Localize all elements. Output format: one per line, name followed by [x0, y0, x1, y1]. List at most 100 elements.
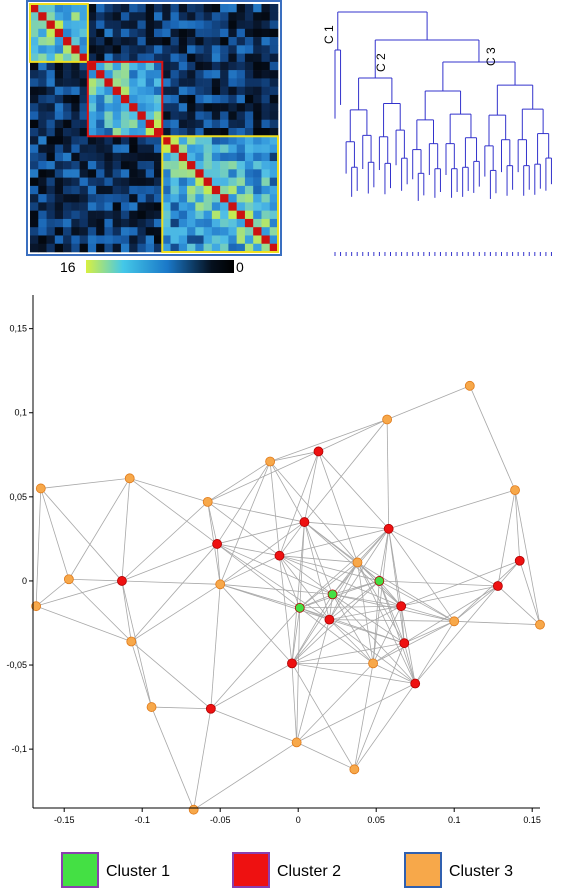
- heatmap-cell: [54, 119, 64, 129]
- heatmap-cell: [137, 70, 147, 79]
- heatmap-cell: [112, 119, 122, 129]
- network-edge: [121, 580, 132, 642]
- heatmap-cell: [187, 61, 196, 71]
- heatmap-cell: [38, 53, 47, 63]
- network-edge: [121, 580, 152, 708]
- y-tick-label: -0,05: [6, 660, 27, 670]
- similarity-heatmap: [26, 0, 282, 256]
- heatmap-cell: [104, 12, 113, 21]
- heatmap-cell: [137, 177, 147, 187]
- data-point: [327, 589, 338, 600]
- heatmap-cell: [195, 235, 204, 245]
- network-edge: [304, 521, 330, 620]
- network-edge: [36, 580, 123, 607]
- heatmap-cell: [87, 53, 97, 63]
- heatmap-cell: [236, 144, 246, 154]
- heatmap-cell: [96, 202, 105, 211]
- heatmap-cell: [236, 227, 246, 236]
- heatmap-cell: [203, 119, 213, 129]
- heatmap-cell: [178, 20, 188, 30]
- data-point: [352, 557, 363, 568]
- network-edge: [318, 419, 388, 452]
- heatmap-cell: [112, 136, 122, 145]
- heatmap-cell: [162, 70, 171, 79]
- heatmap-cell: [195, 94, 204, 104]
- heatmap-cell: [236, 128, 246, 137]
- heatmap-cell: [261, 152, 271, 162]
- heatmap-cell: [145, 152, 155, 162]
- heatmap-cell: [54, 185, 64, 195]
- heatmap-cell: [96, 12, 105, 21]
- heatmap-cell: [220, 243, 229, 253]
- y-tick-label: 0,15: [9, 324, 27, 334]
- heatmap-cell: [145, 227, 155, 236]
- heatmap-cell: [38, 111, 47, 121]
- network-edge: [291, 662, 416, 684]
- heatmap-cell: [187, 37, 196, 46]
- heatmap-cell: [203, 20, 213, 30]
- network-edge: [210, 584, 221, 709]
- data-point: [374, 576, 385, 586]
- heatmap-cell: [104, 111, 113, 121]
- network-edge: [219, 584, 293, 664]
- heatmap-cell: [195, 161, 204, 170]
- heatmap-cell: [162, 218, 171, 228]
- heatmap-cell: [79, 70, 89, 79]
- heatmap-cell: [269, 194, 279, 203]
- heatmap-cell: [236, 136, 246, 145]
- heatmap-cell: [220, 111, 229, 121]
- heatmap-cell: [104, 152, 113, 162]
- heatmap-cell: [211, 185, 221, 195]
- heatmap-cell: [253, 4, 262, 13]
- heatmap-cell: [187, 119, 196, 129]
- heatmap-cell: [203, 136, 213, 145]
- heatmap-cell: [203, 218, 213, 228]
- heatmap-cell: [244, 235, 254, 245]
- heatmap-cell: [261, 86, 271, 96]
- heatmap-cell: [211, 45, 221, 54]
- heatmap-cell: [54, 53, 64, 63]
- heatmap-cell: [178, 4, 188, 13]
- heatmap-cell: [30, 202, 39, 211]
- heatmap-cell: [71, 12, 80, 21]
- heatmap-cell: [220, 161, 229, 170]
- heatmap-cell: [162, 202, 171, 211]
- network-edge: [210, 663, 293, 710]
- data-point: [274, 550, 285, 561]
- heatmap-cell: [195, 12, 204, 21]
- heatmap-cell: [96, 235, 105, 245]
- heatmap-cell: [96, 94, 105, 104]
- heatmap-cell: [244, 61, 254, 71]
- network-edge: [219, 521, 305, 585]
- heatmap-cell: [228, 12, 237, 21]
- heatmap-cell: [244, 177, 254, 187]
- heatmap-cell: [261, 12, 271, 21]
- network-edge: [207, 461, 271, 503]
- heatmap-cell: [79, 28, 89, 38]
- network-edge: [296, 607, 301, 743]
- network-edge: [291, 522, 305, 664]
- heatmap-cell: [104, 61, 113, 71]
- heatmap-cell: [269, 202, 279, 211]
- heatmap-cell: [244, 28, 254, 38]
- heatmap-cell: [187, 161, 196, 170]
- heatmap-cell: [170, 210, 180, 220]
- heatmap-cell: [154, 227, 163, 236]
- heatmap-cell: [63, 136, 72, 145]
- heatmap-cell: [261, 194, 271, 203]
- network-edge: [130, 543, 218, 642]
- heatmap-cell: [178, 12, 188, 21]
- heatmap-cell: [162, 152, 171, 162]
- heatmap-cell: [154, 128, 163, 137]
- network-edge: [269, 461, 305, 523]
- heatmap-cell: [269, 185, 279, 195]
- heatmap-cell: [269, 78, 279, 87]
- network-edge: [193, 708, 212, 810]
- network-edge: [220, 583, 333, 595]
- heatmap-cell: [87, 227, 97, 236]
- heatmap-cell: [112, 152, 122, 162]
- heatmap-cell: [63, 20, 72, 30]
- heatmap-cell: [253, 20, 262, 30]
- heatmap-cell: [187, 103, 196, 112]
- heatmap-cell: [236, 4, 246, 13]
